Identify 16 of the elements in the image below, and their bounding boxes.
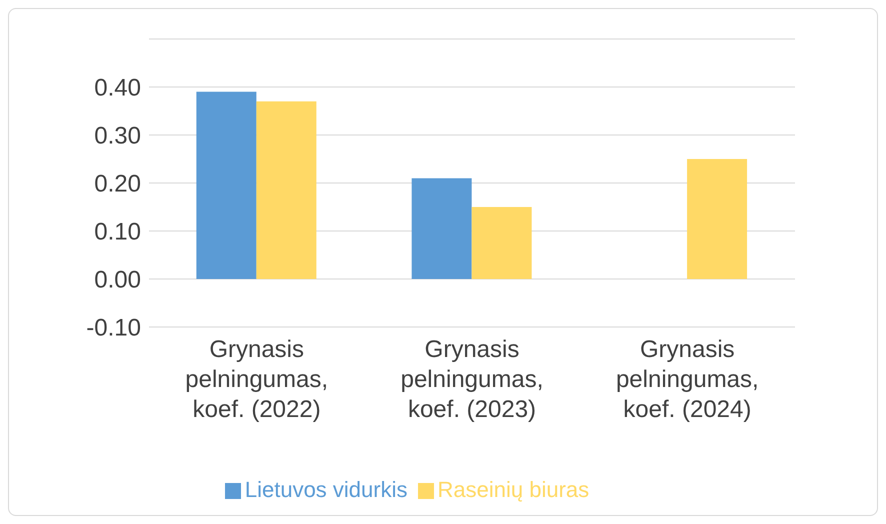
x-tick-label: Grynasis pelningumas, koef. (2022): [185, 336, 328, 423]
y-tick-label: 0.10: [94, 218, 141, 246]
bar: [256, 101, 316, 279]
x-tick-label: Grynasis pelningumas, koef. (2024): [616, 336, 759, 423]
bar: [412, 178, 472, 279]
x-tick-label: Grynasis pelningumas, koef. (2023): [400, 336, 544, 423]
y-tick-label: 0.20: [94, 170, 141, 198]
bar: [472, 207, 532, 279]
y-tick-label: 0.40: [94, 74, 141, 102]
bar: [687, 159, 748, 279]
y-tick-label: -0.10: [86, 314, 141, 342]
legend-label: Raseinių biuras: [438, 477, 590, 502]
y-tick-label: 0.00: [94, 266, 141, 294]
bar: [196, 92, 256, 279]
y-tick-label: 0.30: [94, 122, 141, 150]
legend-label: Lietuvos vidurkis: [244, 477, 408, 502]
